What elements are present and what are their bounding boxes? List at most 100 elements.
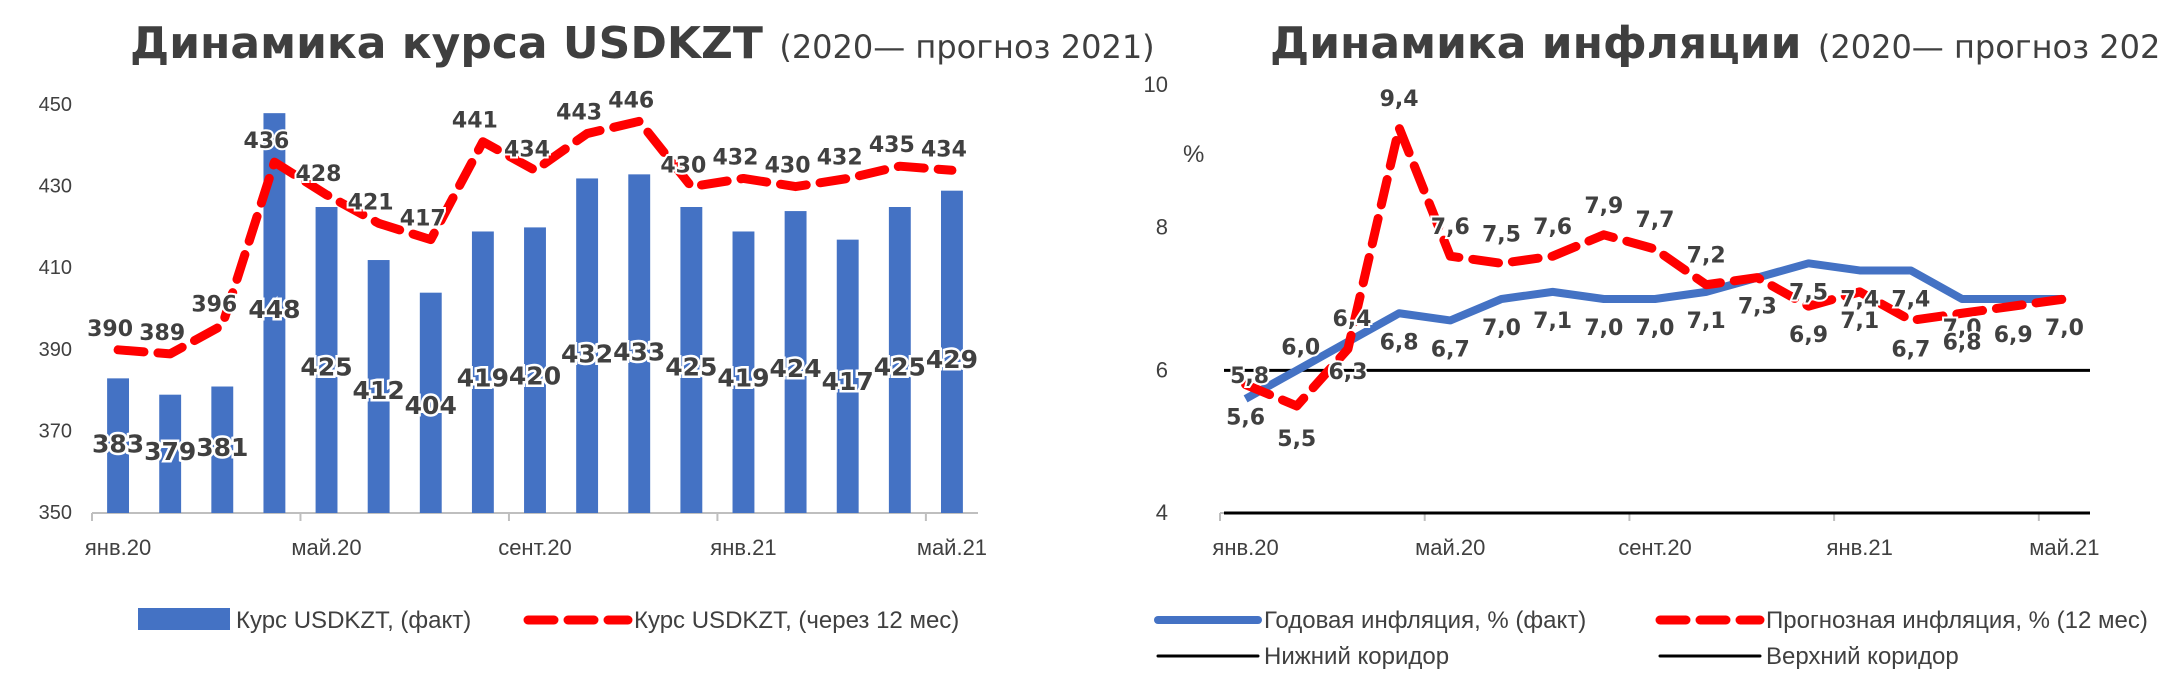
inflation-forecast-label: 7,6 xyxy=(1431,215,1470,240)
usdkzt-x-tick-label: май.20 xyxy=(291,535,361,560)
usdkzt-bar xyxy=(524,227,546,513)
usdkzt-forecast-label: 417 xyxy=(400,207,446,232)
inflation-forecast-label: 7,5 xyxy=(1482,222,1521,247)
usdkzt-y-tick: 390 xyxy=(39,339,72,361)
inflation-actual-label: 7,1 xyxy=(1687,309,1726,334)
inflation-chart-title: Динамика инфляции (2020— прогноз 2021) xyxy=(1270,18,2160,69)
usdkzt-bar xyxy=(159,394,182,513)
inflation-actual-line xyxy=(1243,259,2065,403)
usdkzt-bar-label: 379 xyxy=(144,437,196,466)
usdkzt-bar xyxy=(888,207,911,513)
inflation-x-tick-label: янв.21 xyxy=(1827,535,1893,560)
usdkzt-bar xyxy=(576,178,599,513)
usdkzt-forecast-label: 446 xyxy=(608,88,654,113)
inflation-forecast-label: 6,9 xyxy=(1789,323,1828,348)
inflation-actual-label: 7,0 xyxy=(1636,316,1675,341)
inflation-y-axis-label: % xyxy=(1183,141,1204,168)
usdkzt-forecast-label: 430 xyxy=(765,154,811,179)
usdkzt-forecast-line xyxy=(113,116,957,359)
usdkzt-bar xyxy=(211,386,234,513)
inflation-forecast-label: 7,7 xyxy=(1636,208,1675,233)
usdkzt-forecast-label: 432 xyxy=(713,145,759,170)
inflation-x-tick-label: май.21 xyxy=(2029,535,2099,560)
inflation-y-tick: 4 xyxy=(1156,500,1168,525)
usdkzt-bar-label: 419 xyxy=(457,363,509,392)
usdkzt-legend-line-label: Курс USDKZT, (через 12 мес) xyxy=(634,607,959,634)
usdkzt-bar xyxy=(315,207,338,513)
usdkzt-bar xyxy=(419,292,442,513)
inflation-forecast-label: 6,3 xyxy=(1328,360,1367,385)
usdkzt-legend-bar-swatch xyxy=(138,608,230,630)
usdkzt-bar xyxy=(836,239,859,513)
inflation-actual-label: 7,0 xyxy=(1943,316,1982,341)
inflation-x-tick-label: янв.20 xyxy=(1212,535,1278,560)
inflation-actual-label: 7,3 xyxy=(1738,295,1777,320)
usdkzt-forecast-label: 396 xyxy=(191,292,237,317)
inflation-legend-label: Прогнозная инфляция, % (12 мес) xyxy=(1766,607,2148,634)
usdkzt-bar-label: 420 xyxy=(509,361,561,390)
usdkzt-bar-label: 419 xyxy=(717,363,769,392)
inflation-actual-label: 7,4 xyxy=(1840,287,1879,312)
usdkzt-y-tick: 450 xyxy=(39,94,72,116)
usdkzt-y-tick: 350 xyxy=(39,502,72,524)
inflation-forecast-label: 6,9 xyxy=(1994,323,2033,348)
usdkzt-bar xyxy=(367,260,390,513)
inflation-forecast-label: 5,5 xyxy=(1277,427,1316,452)
usdkzt-chart: 350 370 390 410 430 450 янв.20 май.20 сент.20 янв… xyxy=(39,86,987,634)
inflation-legend-label: Годовая инфляция, % (факт) xyxy=(1264,607,1586,634)
inflation-y-tick: 10 xyxy=(1144,72,1168,97)
usdkzt-bar xyxy=(680,207,703,513)
inflation-actual-label: 6,0 xyxy=(1281,335,1320,360)
usdkzt-x-tick-label: янв.21 xyxy=(710,535,776,560)
usdkzt-bar-label: 383 xyxy=(92,429,144,458)
inflation-forecast-label: 5,6 xyxy=(1226,406,1265,431)
usdkzt-forecast-label: 435 xyxy=(869,133,915,158)
usdkzt-bar xyxy=(732,231,755,514)
inflation-chart: 4 6 8 10 янв.20 май.20 сент.20 янв.21 май.21 5,8 6… xyxy=(1144,72,2148,670)
usdkzt-bar xyxy=(940,190,963,513)
usdkzt-bar-label: 425 xyxy=(665,352,717,381)
inflation-x-tick-label: сент.20 xyxy=(1618,535,1692,560)
inflation-forecast-label: 7,2 xyxy=(1687,244,1726,269)
inflation-actual-label: 7,5 xyxy=(1789,280,1828,305)
usdkzt-bar-label: 433 xyxy=(613,338,665,367)
usdkzt-bar xyxy=(107,378,130,513)
usdkzt-x-tick-label: янв.20 xyxy=(85,535,151,560)
usdkzt-bar xyxy=(628,174,651,514)
inflation-actual-label: 7,0 xyxy=(1584,316,1623,341)
usdkzt-chart-title: Динамика курса USDKZT (2020— прогноз 202… xyxy=(130,18,1155,69)
inflation-forecast-label: 7,6 xyxy=(1533,215,1572,240)
usdkzt-bar-label: 424 xyxy=(769,354,821,383)
usdkzt-legend-bar-label: Курс USDKZT, (факт) xyxy=(236,607,471,634)
inflation-forecast-label: 6,8 xyxy=(1943,330,1982,355)
usdkzt-forecast-label: 434 xyxy=(921,137,967,162)
usdkzt-y-tick: 410 xyxy=(39,257,72,279)
usdkzt-bar-label: 448 xyxy=(248,295,300,324)
usdkzt-y-tick: 430 xyxy=(39,176,72,198)
usdkzt-bar-label: 425 xyxy=(300,352,352,381)
usdkzt-forecast-label: 441 xyxy=(452,109,498,134)
usdkzt-bar xyxy=(263,113,286,513)
inflation-actual-label: 6,4 xyxy=(1332,307,1371,332)
inflation-forecast-label: 9,4 xyxy=(1380,87,1419,112)
usdkzt-bar-label: 412 xyxy=(353,376,405,405)
inflation-forecast-label: 7,9 xyxy=(1584,194,1623,219)
usdkzt-forecast-label: 432 xyxy=(817,145,863,170)
inflation-forecast-label: 6,7 xyxy=(1891,337,1930,362)
inflation-actual-label: 6,7 xyxy=(1431,337,1470,362)
usdkzt-bar-label: 429 xyxy=(926,345,978,374)
usdkzt-forecast-label: 390 xyxy=(87,317,133,342)
usdkzt-y-tick: 370 xyxy=(39,420,72,442)
usdkzt-forecast-label: 430 xyxy=(660,154,706,179)
usdkzt-bar xyxy=(784,211,807,513)
inflation-forecast-label: 7,1 xyxy=(1840,309,1879,334)
usdkzt-x-tick-label: май.21 xyxy=(917,535,987,560)
usdkzt-forecast-label: 421 xyxy=(348,190,394,215)
inflation-forecast-line xyxy=(1241,123,2069,411)
usdkzt-bar xyxy=(471,231,494,514)
inflation-forecast-label: 7,0 xyxy=(2045,316,2084,341)
usdkzt-bar-label: 432 xyxy=(561,339,613,368)
usdkzt-bar-label: 404 xyxy=(405,391,457,420)
usdkzt-forecast-label: 436 xyxy=(243,129,289,154)
